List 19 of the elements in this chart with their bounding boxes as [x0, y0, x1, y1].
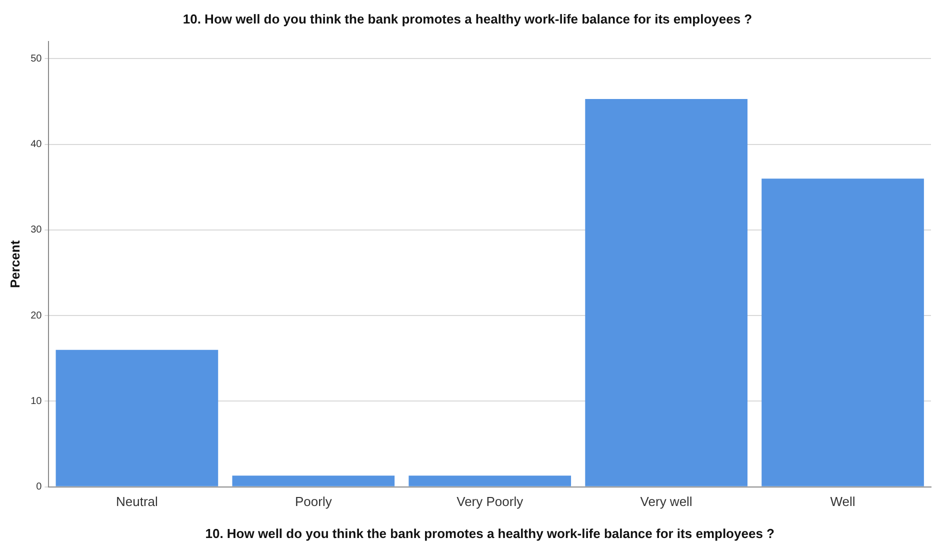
x-tick-label: Poorly	[294, 494, 332, 510]
y-tick-label: 0	[36, 482, 42, 493]
x-tick-label: Very well	[640, 494, 692, 510]
x-tick-label: Neutral	[116, 494, 158, 510]
bar	[56, 350, 218, 486]
y-tick-label: 40	[30, 139, 42, 150]
bar	[408, 476, 572, 486]
bar	[762, 178, 924, 486]
y-tick-label: 10	[30, 396, 42, 407]
x-axis-title: 10. How well do you think the bank promotes a healthy work-life balance for its employees ?	[205, 526, 775, 541]
y-tick-label: 30	[30, 224, 42, 236]
bar	[232, 476, 395, 486]
bar	[585, 98, 748, 486]
chart-title: 10. How well do you think the bank promotes a healthy work-life balance for its employees ?	[182, 11, 752, 26]
x-tick-label: Well	[830, 494, 856, 510]
y-axis-title: Percent	[7, 240, 22, 288]
y-tick-label: 20	[30, 310, 42, 322]
x-tick-label: Very Poorly	[456, 494, 524, 510]
y-tick-label: 50	[30, 53, 42, 64]
